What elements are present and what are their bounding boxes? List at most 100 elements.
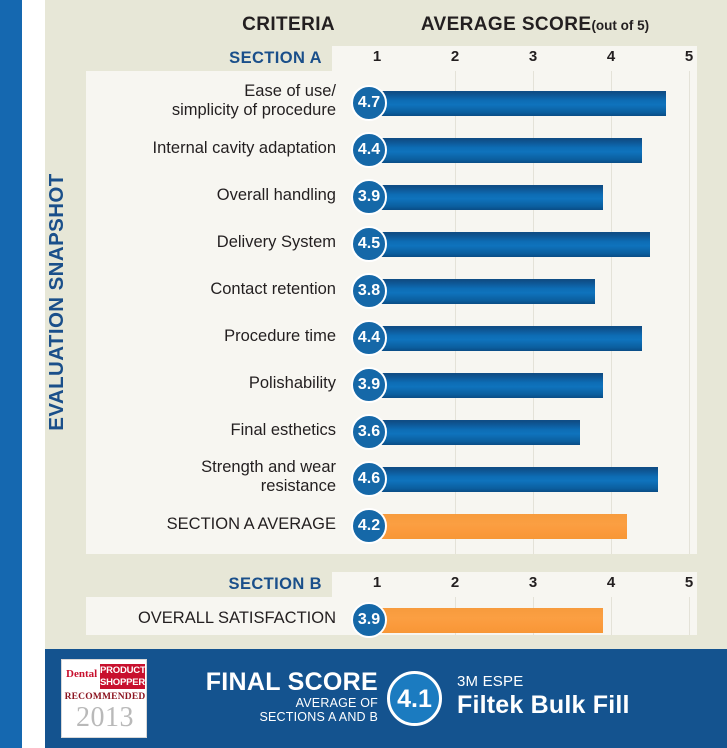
gridline-3 xyxy=(533,71,534,554)
row-label-line1: SECTION A AVERAGE xyxy=(166,515,336,533)
average-score-header: AVERAGE SCORE(out of 5) xyxy=(385,14,685,36)
axis-tick-5: 5 xyxy=(684,48,694,65)
footer-band: Dental PRODUCT SHOPPER RECOMMENDED 2013 … xyxy=(45,649,727,748)
row-label-line1: Ease of use/ xyxy=(244,82,336,100)
axis-tick-3: 3 xyxy=(528,574,538,591)
logo-year-text: 2013 xyxy=(76,702,134,733)
axis-tick-1: 1 xyxy=(372,48,382,65)
chart-row: Final esthetics 3.6 xyxy=(86,409,697,456)
axis-tick-2: 2 xyxy=(450,48,460,65)
row-label-line1: Internal cavity adaptation xyxy=(152,139,336,157)
page-title-vertical: EVALUATION SNAPSHOT xyxy=(45,173,68,431)
score-badge: 3.9 xyxy=(351,179,387,215)
logo-top-row: Dental PRODUCT SHOPPER xyxy=(62,663,148,689)
column-headers: CRITERIA AVERAGE SCORE(out of 5) xyxy=(45,10,727,46)
row-label-line2: simplicity of procedure xyxy=(171,101,336,119)
score-badge: 4.4 xyxy=(351,132,387,168)
logo-dental-text: Dental xyxy=(66,668,98,680)
score-badge: 3.6 xyxy=(351,414,387,450)
row-label: Ease of use/simplicity of procedure xyxy=(86,82,336,120)
average-score-header-note: (out of 5) xyxy=(591,18,650,33)
row-label: Contact retention xyxy=(86,280,336,299)
row-label: Overall handling xyxy=(86,186,336,205)
section-b-title: SECTION B xyxy=(86,572,332,597)
score-bar xyxy=(377,279,596,304)
row-label-line1: Overall handling xyxy=(216,186,336,204)
score-bar xyxy=(377,91,666,116)
average-score-header-text: AVERAGE SCORE xyxy=(420,14,592,35)
row-label: SECTION A AVERAGE xyxy=(86,515,336,534)
row-label: Strength and wear resistance xyxy=(86,458,336,496)
row-label-line2: resistance xyxy=(260,477,336,495)
score-badge: 4.5 xyxy=(351,226,387,262)
row-label: Internal cavity adaptation xyxy=(86,139,336,158)
row-label: Delivery System xyxy=(86,233,336,252)
score-bar xyxy=(377,232,650,257)
score-badge: 3.9 xyxy=(351,367,387,403)
section-a-panel: SECTION A 1 2 3 4 5 Ease of use/simplicity of… xyxy=(86,46,697,554)
axis-tick-2: 2 xyxy=(450,574,460,591)
score-badge: 3.8 xyxy=(351,273,387,309)
final-score-sub-line2: SECTIONS A AND B xyxy=(259,710,378,724)
score-bar xyxy=(377,185,604,210)
score-badge: 4.2 xyxy=(351,508,387,544)
score-badge: 3.9 xyxy=(351,602,387,638)
logo-recommended-text: RECOMMENDED xyxy=(64,692,146,702)
final-score-label: FINAL SCORE xyxy=(205,668,378,696)
score-bar xyxy=(377,373,604,398)
axis-tick-4: 4 xyxy=(606,574,616,591)
score-bar xyxy=(377,608,604,633)
score-bar xyxy=(377,138,643,163)
score-bar xyxy=(377,514,627,539)
axis-tick-3: 3 xyxy=(528,48,538,65)
row-label-line1: Final esthetics xyxy=(230,421,336,439)
row-label-line1: OVERALL SATISFACTION xyxy=(137,609,336,627)
chart-row: Polishability 3.9 xyxy=(86,362,697,409)
score-badge: 4.6 xyxy=(351,461,387,497)
logo-product-text: PRODUCT xyxy=(100,665,146,676)
left-accent-stripe xyxy=(0,0,22,748)
score-badge: 4.7 xyxy=(351,85,387,121)
row-label-line1: Delivery System xyxy=(216,233,336,251)
chart-row: Internal cavity adaptation 4.4 xyxy=(86,127,697,174)
chart-row: Contact retention 3.8 xyxy=(86,268,697,315)
chart-row: Strength and wear resistance 4.6 xyxy=(86,456,697,503)
score-bar xyxy=(377,467,658,492)
chart-row: Procedure time 4.4 xyxy=(86,315,697,362)
section-b-panel: SECTION B 1 2 3 4 5 OVERALL SATISFACTION 3.9 xyxy=(86,572,697,638)
criteria-header: CRITERIA xyxy=(242,14,335,35)
final-score-block: FINAL SCORE AVERAGE OF SECTIONS A AND B xyxy=(158,668,378,725)
final-score-badge: 4.1 xyxy=(387,671,442,726)
gridline-5 xyxy=(689,71,690,554)
chart-row: Overall handling 3.9 xyxy=(86,174,697,221)
gridline-5 xyxy=(689,597,690,635)
product-brand: 3M ESPE xyxy=(457,673,524,690)
logo-product-shopper-box: PRODUCT SHOPPER xyxy=(100,664,146,689)
left-white-rail: EVALUATION SNAPSHOT xyxy=(22,0,68,748)
product-name: Filtek Bulk Fill xyxy=(457,691,630,719)
row-label-line1: Procedure time xyxy=(224,327,336,345)
section-a-title: SECTION A xyxy=(86,46,332,71)
chart-row: Delivery System 4.5 xyxy=(86,221,697,268)
chart-row: OVERALL SATISFACTION 3.9 xyxy=(86,597,697,644)
row-label-line1: Polishability xyxy=(248,374,336,392)
axis-tick-1: 1 xyxy=(372,574,382,591)
logo-shopper-text: SHOPPER xyxy=(100,676,146,688)
chart-row: Ease of use/simplicity of procedure 4.7 xyxy=(86,80,697,127)
final-score-sub-line1: AVERAGE OF xyxy=(295,696,378,710)
row-label-line1: Strength and wear xyxy=(201,458,336,476)
row-label-line1: Contact retention xyxy=(210,280,336,298)
row-label: Polishability xyxy=(86,374,336,393)
axis-tick-4: 4 xyxy=(606,48,616,65)
row-label: Procedure time xyxy=(86,327,336,346)
gridline-2 xyxy=(455,71,456,554)
gridline-4 xyxy=(611,597,612,635)
row-label: Final esthetics xyxy=(86,421,336,440)
product-block: 3M ESPE Filtek Bulk Fill xyxy=(457,673,630,720)
row-label: OVERALL SATISFACTION xyxy=(86,609,336,628)
score-badge: 4.4 xyxy=(351,320,387,356)
score-bar xyxy=(377,326,643,351)
score-bar xyxy=(377,420,580,445)
chart-row: SECTION A AVERAGE 4.2 xyxy=(86,503,697,550)
